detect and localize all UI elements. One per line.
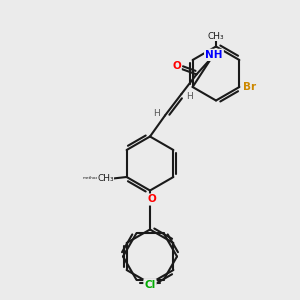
Text: O: O — [172, 61, 181, 71]
Text: CH₃: CH₃ — [208, 32, 224, 40]
Text: H: H — [153, 109, 160, 118]
Text: NH: NH — [205, 50, 223, 60]
Text: O: O — [104, 175, 113, 185]
Text: O: O — [147, 194, 156, 205]
Text: CH₃: CH₃ — [97, 174, 114, 183]
Text: methoxy: methoxy — [83, 176, 101, 181]
Text: NH: NH — [205, 50, 223, 60]
Text: Br: Br — [243, 82, 256, 92]
Text: H: H — [187, 92, 193, 101]
Text: Cl: Cl — [144, 280, 156, 290]
